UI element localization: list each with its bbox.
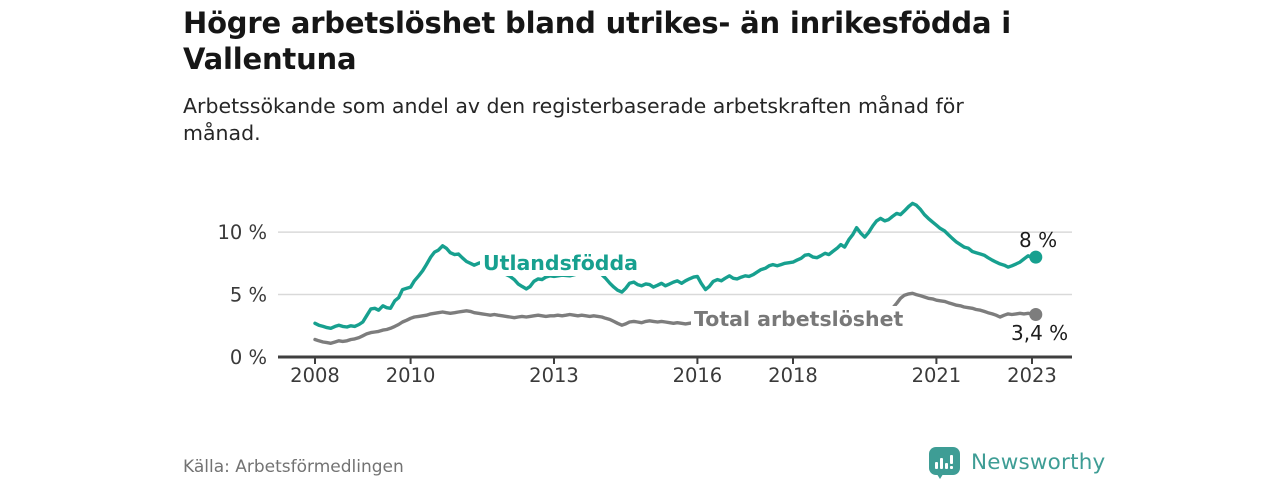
y-tick-label: 5 %: [230, 284, 267, 307]
series-line-1: [313, 291, 1038, 345]
x-tick-label: 2013: [529, 364, 579, 387]
x-tick-label: 2010: [386, 364, 436, 387]
series-end-dot-0: [1029, 250, 1043, 264]
y-tick-label: 0 %: [230, 346, 267, 369]
y-tick-label: 10 %: [217, 221, 267, 244]
chart-subtitle: Arbetssökande som andel av den registerb…: [183, 94, 964, 146]
series-line-0: [313, 201, 1038, 330]
end-value-label-total: 3,4 %: [1011, 321, 1069, 345]
bar-chart-bubble-icon: [928, 445, 961, 479]
x-tick-label: 2008: [290, 364, 340, 387]
x-tick-label: 2023: [1007, 364, 1057, 387]
page-title: Högre arbetslöshet bland utrikes- än inr…: [183, 6, 1011, 76]
end-value-label-utlandsfodda: 8 %: [1019, 228, 1058, 252]
series-label-total-arbetsloshet: Total arbetslöshet: [691, 306, 907, 332]
brand-wordmark: Newsworthy: [971, 449, 1106, 475]
x-tick-label: 2016: [673, 364, 723, 387]
x-tick-label: 2021: [912, 364, 962, 387]
series-label-utlandsfodda: Utlandsfödda: [480, 250, 641, 276]
series-end-dot-1: [1029, 308, 1043, 321]
newsworthy-logo: Newsworthy: [928, 444, 1105, 480]
x-tick-label: 2018: [768, 364, 818, 387]
source-note: Källa: Arbetsförmedlingen: [183, 457, 404, 477]
